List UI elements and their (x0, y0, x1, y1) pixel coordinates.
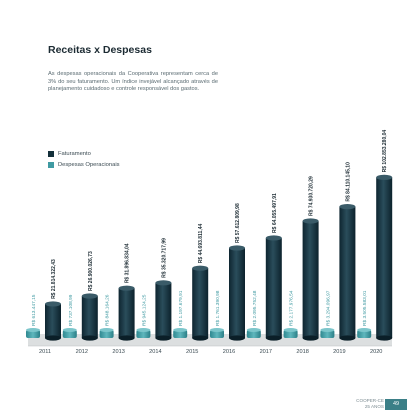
revenue-bar-top (45, 301, 61, 307)
revenue-bar-top (265, 235, 282, 241)
expense-value-label: R$ 1.197.679,91 (178, 290, 184, 326)
expense-bar-top (173, 328, 188, 332)
revenue-bar (118, 288, 135, 338)
revenue-value-label: R$ 102.853.280,04 (382, 130, 388, 173)
page-title: Receitas x Despesas (48, 44, 152, 56)
revenue-bar-top (339, 204, 356, 210)
legend-label-faturamento: Faturamento (58, 150, 91, 157)
expense-bar (136, 330, 151, 338)
x-tick-label: 2014 (149, 349, 161, 355)
revenue-bar-bottom (376, 335, 393, 341)
expense-bar (210, 330, 224, 338)
expense-bar (320, 330, 335, 338)
x-tick-label: 2017 (260, 349, 272, 355)
revenue-bar-bottom (229, 335, 245, 341)
x-tick-label: 2015 (186, 349, 198, 355)
revenue-bar-bottom (81, 335, 98, 341)
footer-brand-line1: COOPER-CE (356, 398, 384, 403)
footer-brand: COOPER-CE 25 ANOS (324, 398, 384, 409)
revenue-bar-bottom (339, 335, 356, 341)
legend-swatch-despesas (48, 161, 54, 168)
expense-bar-top (357, 328, 372, 332)
revenue-bar-top (118, 285, 135, 291)
revenue-value-label: R$ 84.110.145,10 (345, 162, 351, 202)
expense-bar-top (320, 328, 335, 332)
legend-item-faturamento: Faturamento (48, 148, 120, 159)
expense-value-label: R$ 737.108,99 (68, 294, 74, 326)
revenue-bar (376, 177, 393, 338)
revenue-bar (339, 206, 356, 338)
expense-bar (26, 330, 40, 338)
expense-bar (246, 330, 261, 338)
revenue-bar-top (302, 218, 319, 224)
footer-brand-line2: 25 ANOS (364, 403, 384, 409)
chart-legend: Faturamento Despesas Operacionais (48, 148, 120, 170)
revenue-bar-bottom (118, 335, 135, 341)
expense-bar-top (99, 328, 114, 332)
revenue-bar-top (155, 280, 172, 286)
revenue-bar (192, 268, 209, 338)
revenue-value-label: R$ 57.612.809,98 (235, 203, 241, 243)
x-tick-label: 2019 (333, 349, 345, 355)
revenue-value-label: R$ 31.896.834,04 (125, 243, 131, 283)
revenue-value-label: R$ 21.814.322,43 (51, 259, 57, 299)
revenue-bar (155, 282, 172, 338)
revenue-bar (302, 220, 319, 338)
expense-bar (173, 330, 188, 338)
revenue-bar-bottom (302, 335, 319, 341)
expense-bar-top (26, 328, 40, 332)
x-tick-label: 2020 (370, 349, 382, 355)
expense-bar (99, 330, 114, 338)
x-tick-label: 2012 (76, 349, 88, 355)
expense-bar-top (246, 328, 261, 332)
revenue-bar (81, 295, 98, 338)
expense-value-label: R$ 945.124,25 (141, 294, 147, 326)
revenue-bar-bottom (155, 335, 172, 341)
revenue-value-label: R$ 44.693.811,44 (198, 223, 204, 263)
expense-value-label: R$ 613.447,15 (31, 294, 37, 326)
expense-bar-top (210, 328, 224, 332)
revenue-bar-top (192, 265, 209, 271)
revenue-bar-top (229, 245, 245, 251)
revenue-bar (45, 303, 61, 338)
revenue-bar (265, 237, 282, 338)
expense-value-label: R$ 2.095.752,48 (252, 290, 258, 326)
expense-bar (283, 330, 298, 338)
expense-value-label: R$ 2.177.976,54 (289, 290, 295, 326)
revenue-value-label: R$ 74.930.720,29 (309, 176, 315, 216)
revenue-bar-bottom (192, 335, 209, 341)
expense-bar-top (283, 328, 298, 332)
revenue-bar-bottom (265, 335, 282, 341)
revenue-bar (229, 248, 245, 338)
x-tick-label: 2011 (39, 349, 51, 355)
x-tick-label: 2016 (223, 349, 235, 355)
legend-swatch-faturamento (48, 150, 54, 157)
revenue-bar-top (376, 174, 393, 180)
expense-bar-top (62, 328, 77, 332)
legend-item-despesas: Despesas Operacionais (48, 159, 120, 170)
expense-bar (357, 330, 372, 338)
x-tick-label: 2013 (112, 349, 124, 355)
expense-value-label: R$ 3.505.583,01 (362, 290, 368, 326)
expense-value-label: R$ 1.761.390,98 (215, 290, 221, 326)
legend-label-despesas: Despesas Operacionais (58, 161, 120, 168)
intro-paragraph: As despesas operacionais da Cooperativa … (48, 71, 218, 93)
expense-value-label: R$ 3.294.096,97 (325, 290, 331, 326)
revenue-value-label: R$ 35.320.717,99 (161, 238, 167, 278)
expense-bar-top (136, 328, 151, 332)
revenue-value-label: R$ 26.900.026,73 (88, 251, 94, 291)
x-tick-label: 2018 (296, 349, 308, 355)
revenue-value-label: R$ 64.055.497,91 (272, 193, 278, 233)
revenue-bar-bottom (45, 335, 61, 341)
page-number: 49 (385, 399, 407, 410)
revenue-bar-top (81, 293, 98, 299)
expense-value-label: R$ 848.164,26 (105, 294, 111, 326)
expense-bar (62, 330, 77, 338)
